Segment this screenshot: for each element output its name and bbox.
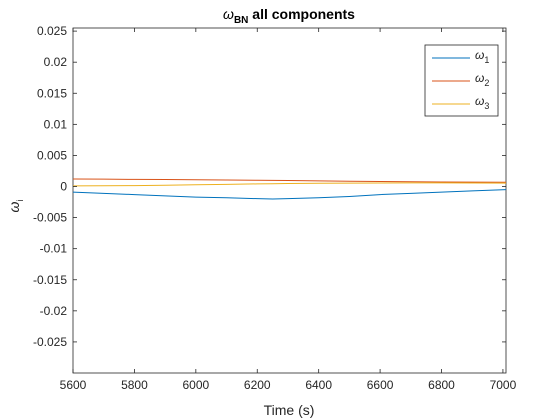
y-tick-label: 0.02 [44,55,68,69]
legend-subscript: 2 [484,78,489,88]
legend-symbol: ω [475,71,484,85]
chart-title: ωBN all components [223,6,355,26]
x-tick-label: 6000 [182,378,209,392]
title-subscript: BN [234,15,248,26]
y-tick-label: 0.025 [37,24,67,38]
legend-subscript: 3 [484,101,489,111]
series-line-2 [72,178,507,183]
x-tick-label: 6400 [305,378,332,392]
series-line-1 [72,189,507,200]
y-tick-label: 0.005 [37,148,67,162]
y-axis-subscript: i [15,200,25,202]
legend-label-1: ω1 [475,48,489,65]
y-tick-label: -0.01 [40,242,68,256]
y-tick-label: 0 [60,180,67,194]
x-axis-label: Time (s) [264,402,315,418]
x-tick-label: 6600 [367,378,394,392]
y-tick-label: 0.015 [37,86,67,100]
x-tick-label: 5800 [121,378,148,392]
y-tick-label: -0.005 [33,211,67,225]
x-tick-label: 6800 [428,378,455,392]
legend-symbol: ω [475,94,484,108]
y-axis-label: ωi [6,200,25,213]
x-tick-label: 7000 [490,378,517,392]
ticks-layer: 5600 5800 6000 6200 6400 6600 6800 7000 0.025 0.0… [33,24,517,392]
title-text: all components [248,6,355,22]
legend-subscript: 1 [484,55,489,65]
series-line-3 [72,182,507,187]
title-symbol: ω [223,6,234,22]
legend-label-3: ω3 [475,94,489,111]
y-tick-label: 0.01 [44,117,68,131]
x-tick-label: 6200 [244,378,271,392]
y-tick-label: -0.015 [33,273,67,287]
x-tick-label: 5600 [60,378,87,392]
y-axis-symbol: ω [6,201,22,212]
legend-label-2: ω2 [475,71,489,88]
y-tick-label: -0.025 [33,335,67,349]
y-tick-label: -0.02 [40,304,68,318]
series-layer [72,178,507,200]
legend-symbol: ω [475,48,484,62]
